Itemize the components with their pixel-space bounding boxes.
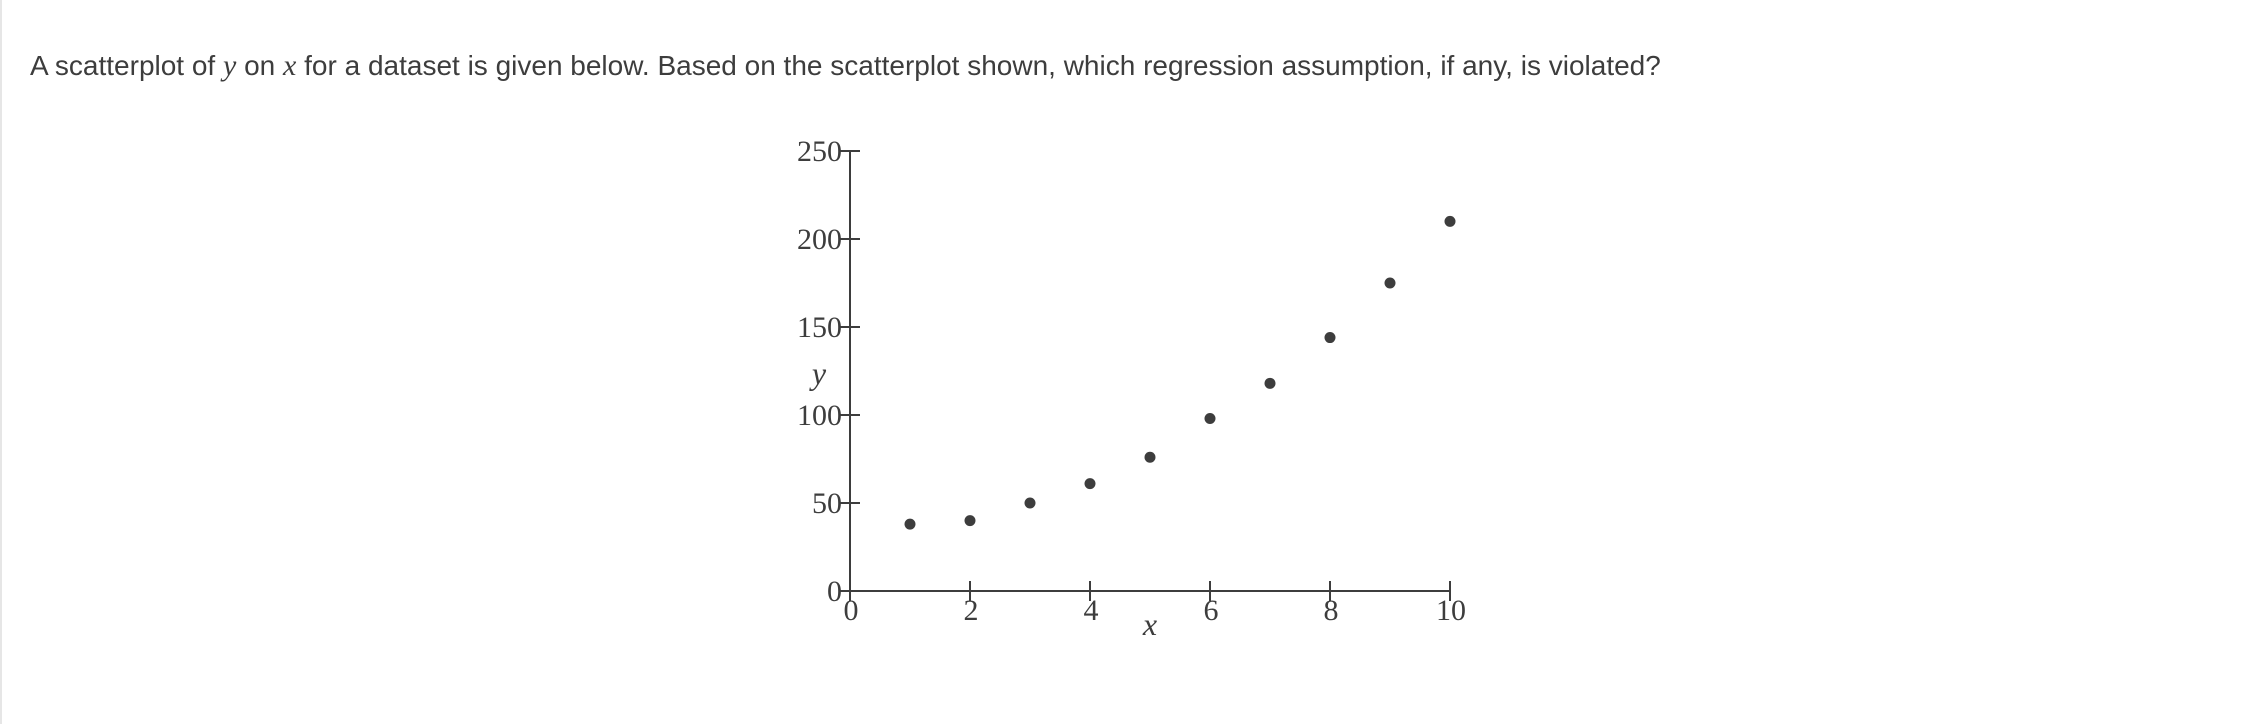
y-tick-label-3: 150 [797, 311, 842, 344]
y-tick-label-0: 0 [827, 575, 842, 608]
data-point-0-2 [1024, 497, 1036, 509]
x-tick-label-2: 4 [1084, 594, 1099, 627]
left-border [0, 0, 2, 724]
data-point-0-8 [1384, 277, 1396, 289]
question-part-1: A scatterplot of [30, 50, 223, 81]
y-axis-label: y [809, 355, 827, 391]
question-text: A scatterplot of y on x for a dataset is… [30, 46, 1661, 86]
question-part-3: for a dataset is given below. Based on t… [296, 50, 1661, 81]
question-var-y: y [223, 49, 237, 82]
x-tick-label-4: 8 [1324, 594, 1339, 627]
data-point-0-7 [1324, 332, 1336, 344]
data-point-0-5 [1204, 413, 1216, 425]
x-tick-label-3: 6 [1204, 594, 1219, 627]
y-tick-label-4: 200 [797, 223, 842, 256]
y-tick-label-5: 250 [797, 135, 842, 168]
x-tick-label-1: 2 [964, 594, 979, 627]
question-var-x: x [283, 49, 297, 82]
data-point-0-3 [1084, 478, 1096, 490]
data-point-0-4 [1144, 451, 1156, 463]
x-axis-label: x [1142, 606, 1157, 642]
question-part-2: on [236, 50, 284, 81]
data-point-0-6 [1264, 377, 1276, 389]
chart-ticks [840, 150, 1451, 601]
y-tick-label-1: 50 [812, 487, 842, 520]
data-point-0-0 [904, 518, 916, 530]
data-point-0-1 [964, 515, 976, 527]
y-tick-label-2: 100 [797, 399, 842, 432]
x-tick-label-0: 0 [844, 594, 859, 627]
chart-points [904, 215, 1456, 530]
chart-axes [849, 151, 1450, 592]
x-tick-label-5: 10 [1436, 594, 1466, 627]
data-point-0-9 [1444, 215, 1456, 227]
